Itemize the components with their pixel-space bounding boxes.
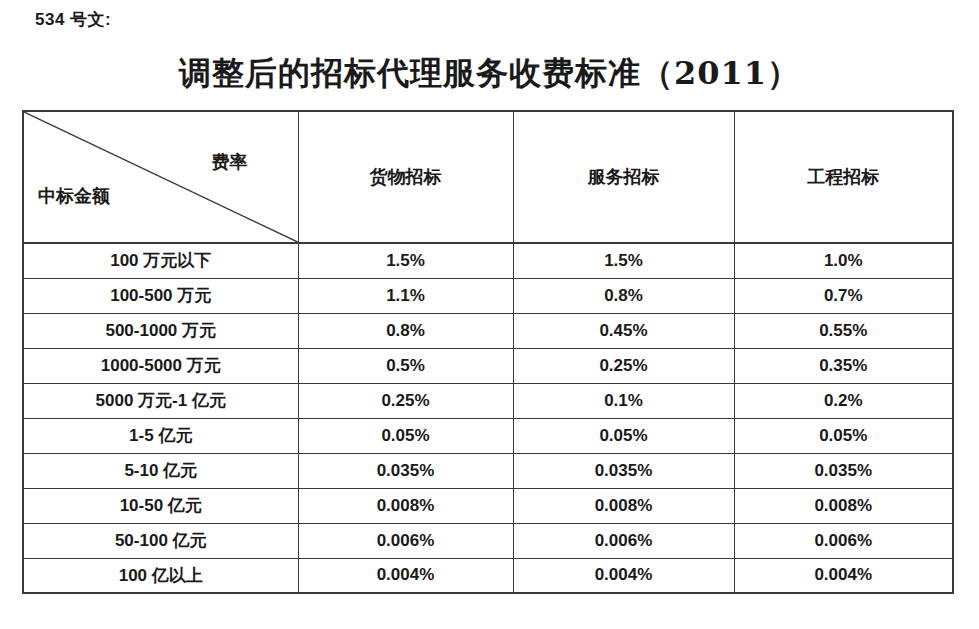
- fee-cell: 1.5%: [298, 243, 513, 278]
- fee-cell: 0.004%: [734, 558, 953, 593]
- corner-label-bid-amount: 中标金额: [38, 184, 110, 208]
- fee-cell: 0.2%: [734, 383, 953, 418]
- fee-cell: 0.004%: [513, 558, 734, 593]
- row-label: 10-50 亿元: [23, 488, 298, 523]
- fee-cell: 0.008%: [513, 488, 734, 523]
- fee-cell: 0.035%: [298, 453, 513, 488]
- table-row: 500-1000 万元 0.8% 0.45% 0.55%: [23, 313, 953, 348]
- table-row: 5-10 亿元 0.035% 0.035% 0.035%: [23, 453, 953, 488]
- corner-header-cell: 费率 中标金额: [23, 111, 298, 243]
- fee-cell: 0.05%: [734, 418, 953, 453]
- column-header-engineering-bidding: 工程招标: [734, 111, 953, 243]
- fee-cell: 0.25%: [513, 348, 734, 383]
- column-header-goods-bidding: 货物招标: [298, 111, 513, 243]
- table-row: 1000-5000 万元 0.5% 0.25% 0.35%: [23, 348, 953, 383]
- row-label: 50-100 亿元: [23, 523, 298, 558]
- fee-cell: 0.008%: [298, 488, 513, 523]
- fee-cell: 1.5%: [513, 243, 734, 278]
- fee-cell: 0.8%: [513, 278, 734, 313]
- fee-cell: 0.035%: [513, 453, 734, 488]
- fee-cell: 0.006%: [513, 523, 734, 558]
- fee-cell: 1.0%: [734, 243, 953, 278]
- fee-cell: 1.1%: [298, 278, 513, 313]
- diagonal-divider-line: [24, 112, 298, 242]
- corner-label-fee-rate: 费率: [212, 150, 248, 174]
- row-label: 100 万元以下: [23, 243, 298, 278]
- fee-cell: 0.006%: [734, 523, 953, 558]
- row-label: 5000 万元-1 亿元: [23, 383, 298, 418]
- fee-cell: 0.1%: [513, 383, 734, 418]
- fee-cell: 0.05%: [513, 418, 734, 453]
- fee-cell: 0.45%: [513, 313, 734, 348]
- fee-cell: 0.05%: [298, 418, 513, 453]
- row-label: 500-1000 万元: [23, 313, 298, 348]
- fee-cell: 0.004%: [298, 558, 513, 593]
- fee-cell: 0.7%: [734, 278, 953, 313]
- fee-cell: 0.25%: [298, 383, 513, 418]
- header-row: 费率 中标金额 货物招标 服务招标 工程招标: [23, 111, 953, 243]
- table-row: 100 亿以上 0.004% 0.004% 0.004%: [23, 558, 953, 593]
- fee-cell: 0.006%: [298, 523, 513, 558]
- fee-cell: 0.008%: [734, 488, 953, 523]
- table-row: 10-50 亿元 0.008% 0.008% 0.008%: [23, 488, 953, 523]
- row-label: 100-500 万元: [23, 278, 298, 313]
- fee-table: 费率 中标金额 货物招标 服务招标 工程招标 100 万元以下 1.5% 1.5…: [22, 110, 954, 594]
- row-label: 1-5 亿元: [23, 418, 298, 453]
- fee-cell: 0.5%: [298, 348, 513, 383]
- fee-cell: 0.8%: [298, 313, 513, 348]
- table-row: 5000 万元-1 亿元 0.25% 0.1% 0.2%: [23, 383, 953, 418]
- doc-number-label: 534 号文:: [35, 8, 111, 31]
- column-header-service-bidding: 服务招标: [513, 111, 734, 243]
- row-label: 1000-5000 万元: [23, 348, 298, 383]
- table-row: 100 万元以下 1.5% 1.5% 1.0%: [23, 243, 953, 278]
- page-title: 调整后的招标代理服务收费标准（2011）: [0, 52, 979, 96]
- fee-cell: 0.035%: [734, 453, 953, 488]
- fee-cell: 0.35%: [734, 348, 953, 383]
- table-row: 1-5 亿元 0.05% 0.05% 0.05%: [23, 418, 953, 453]
- table-row: 100-500 万元 1.1% 0.8% 0.7%: [23, 278, 953, 313]
- row-label: 5-10 亿元: [23, 453, 298, 488]
- table-row: 50-100 亿元 0.006% 0.006% 0.006%: [23, 523, 953, 558]
- row-label: 100 亿以上: [23, 558, 298, 593]
- fee-cell: 0.55%: [734, 313, 953, 348]
